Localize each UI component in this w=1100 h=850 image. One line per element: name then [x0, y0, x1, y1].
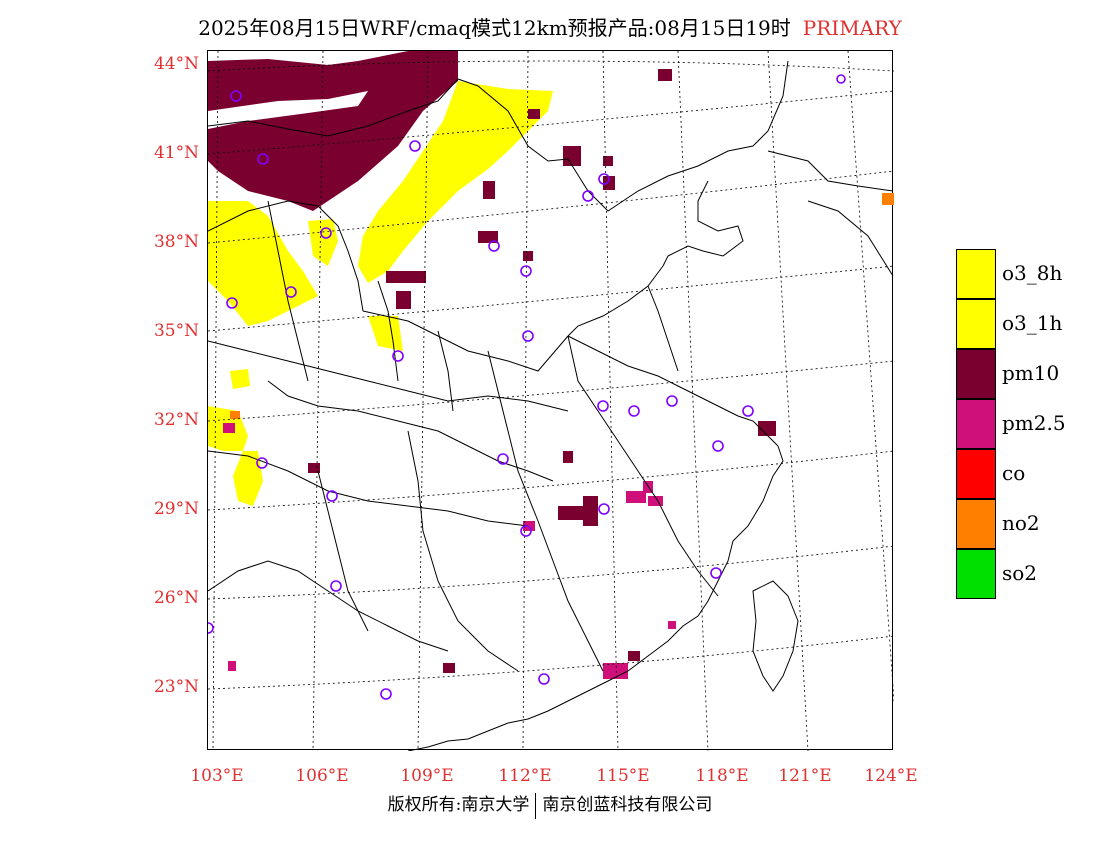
legend-swatch: [956, 349, 996, 399]
pm-patches: [308, 69, 776, 673]
legend-swatch: [956, 399, 996, 449]
province-boundaries: [208, 60, 894, 751]
footer-right: 南京创蓝科技有限公司: [542, 795, 713, 815]
copyright-footer: 版权所有:南京大学 南京创蓝科技有限公司: [0, 790, 1100, 819]
lat-label-44: 44°N: [153, 54, 199, 74]
legend-swatch: [956, 449, 996, 499]
graticule: [208, 51, 894, 751]
lat-label-29: 29°N: [153, 499, 199, 519]
legend-label: pm2.5: [1002, 411, 1066, 435]
o3-region: [208, 81, 553, 506]
footer-left: 版权所有:南京大学: [387, 795, 530, 815]
lat-label-41: 41°N: [153, 143, 199, 163]
legend-label: so2: [1002, 561, 1038, 585]
lat-label-26: 26°N: [153, 588, 199, 608]
legend-swatch: [956, 299, 996, 349]
map-canvas: [208, 51, 894, 751]
legend-label: no2: [1002, 511, 1040, 535]
legend-label: co: [1002, 461, 1026, 485]
legend-swatch: [956, 549, 996, 599]
legend-label: o3_8h: [1002, 261, 1063, 285]
legend-swatch: [956, 499, 996, 549]
title-tag: PRIMARY: [802, 16, 902, 40]
map-title: 2025年08月15日WRF/cmaq模式12km预报产品:08月15日19时 P…: [0, 12, 1100, 41]
lon-label-103: 103°E: [190, 766, 244, 786]
lat-label-23: 23°N: [153, 677, 199, 697]
pm25-patches: [223, 423, 676, 679]
station-markers: [208, 74, 846, 700]
lat-label-35: 35°N: [153, 321, 199, 341]
footer-separator: [535, 792, 537, 819]
no2-patches: [230, 193, 894, 419]
pm10-region-north: [208, 51, 458, 211]
lon-label-121: 121°E: [778, 766, 832, 786]
title-text: 2025年08月15日WRF/cmaq模式12km预报产品:08月15日19时: [198, 16, 791, 40]
lon-label-124: 124°E: [864, 766, 918, 786]
forecast-map: [207, 50, 894, 751]
lon-label-109: 109°E: [400, 766, 454, 786]
lon-label-118: 118°E: [695, 766, 749, 786]
legend-label: pm10: [1002, 361, 1060, 385]
lat-label-32: 32°N: [153, 410, 199, 430]
lon-label-115: 115°E: [596, 766, 650, 786]
lat-label-38: 38°N: [153, 232, 199, 252]
legend-swatch: [956, 249, 996, 299]
lon-label-112: 112°E: [498, 766, 552, 786]
lon-label-106: 106°E: [295, 766, 349, 786]
legend-label: o3_1h: [1002, 311, 1063, 335]
